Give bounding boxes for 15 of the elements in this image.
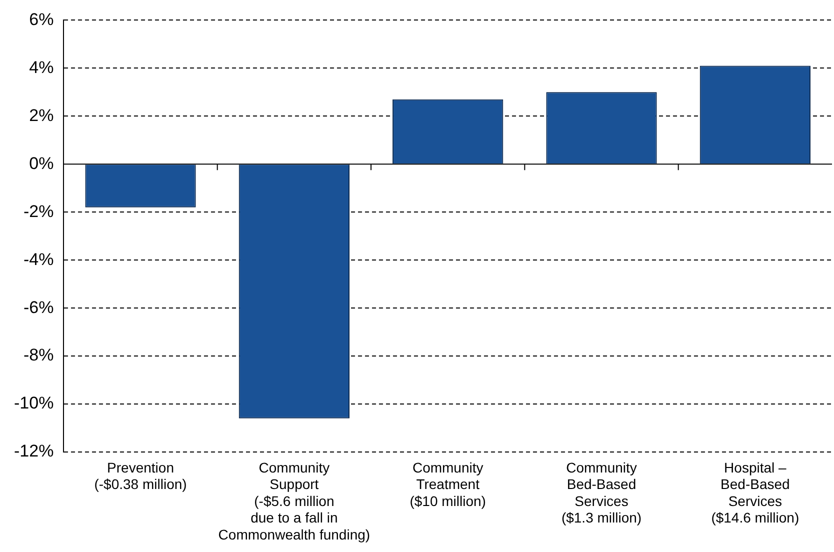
x-tick-label: Community Treatment ($10 million) (410, 459, 486, 509)
y-tick-label: 0% (29, 154, 54, 173)
y-tick-label: 4% (29, 58, 54, 77)
y-tick-label: -10% (14, 394, 54, 413)
x-tick-label: Community Bed-Based Services ($1.3 million) (561, 459, 642, 526)
y-tick-label: -12% (14, 442, 54, 461)
y-tick-label: 6% (29, 10, 54, 29)
y-tick-label: -6% (23, 298, 54, 317)
y-tick-label: -8% (23, 346, 54, 365)
x-tick-label: Hospital – Bed-Based Services ($14.6 million) (711, 459, 800, 526)
y-tick-label: -4% (23, 250, 54, 269)
y-tick-label: 2% (29, 106, 54, 125)
y-tick-label: -2% (23, 202, 54, 221)
x-tick-label: Prevention (-$0.38 million) (94, 459, 187, 492)
x-tick-label: Community Support (-$5.6 million due to a fall in Commonwealth funding) (218, 459, 370, 542)
